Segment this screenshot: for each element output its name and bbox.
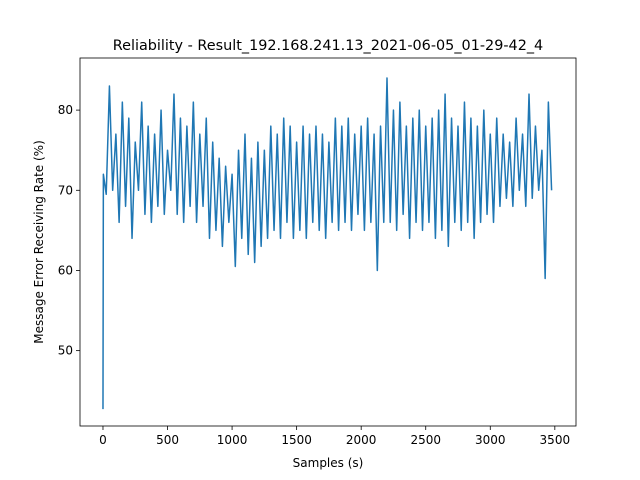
chart-title: Reliability - Result_192.168.241.13_2021… [113, 38, 543, 54]
plot-frame [79, 57, 577, 427]
y-tick-label: 50 [58, 344, 73, 358]
x-axis-label: Samples (s) [293, 456, 364, 470]
y-tick-label: 70 [58, 183, 73, 197]
x-tick-label: 0 [99, 433, 107, 447]
y-tick-label: 80 [58, 103, 73, 117]
x-tick-label: 1000 [217, 433, 248, 447]
y-tick-label: 60 [58, 263, 73, 277]
x-tick-label: 2500 [410, 433, 441, 447]
x-tick-label: 2000 [346, 433, 377, 447]
data-line [102, 77, 553, 410]
x-tick-label: 3500 [540, 433, 571, 447]
x-tick-label: 3000 [475, 433, 506, 447]
x-tick-label: 500 [156, 433, 179, 447]
x-tick-label: 1500 [281, 433, 312, 447]
y-axis-label: Message Error Receiving Rate (%) [32, 140, 46, 344]
